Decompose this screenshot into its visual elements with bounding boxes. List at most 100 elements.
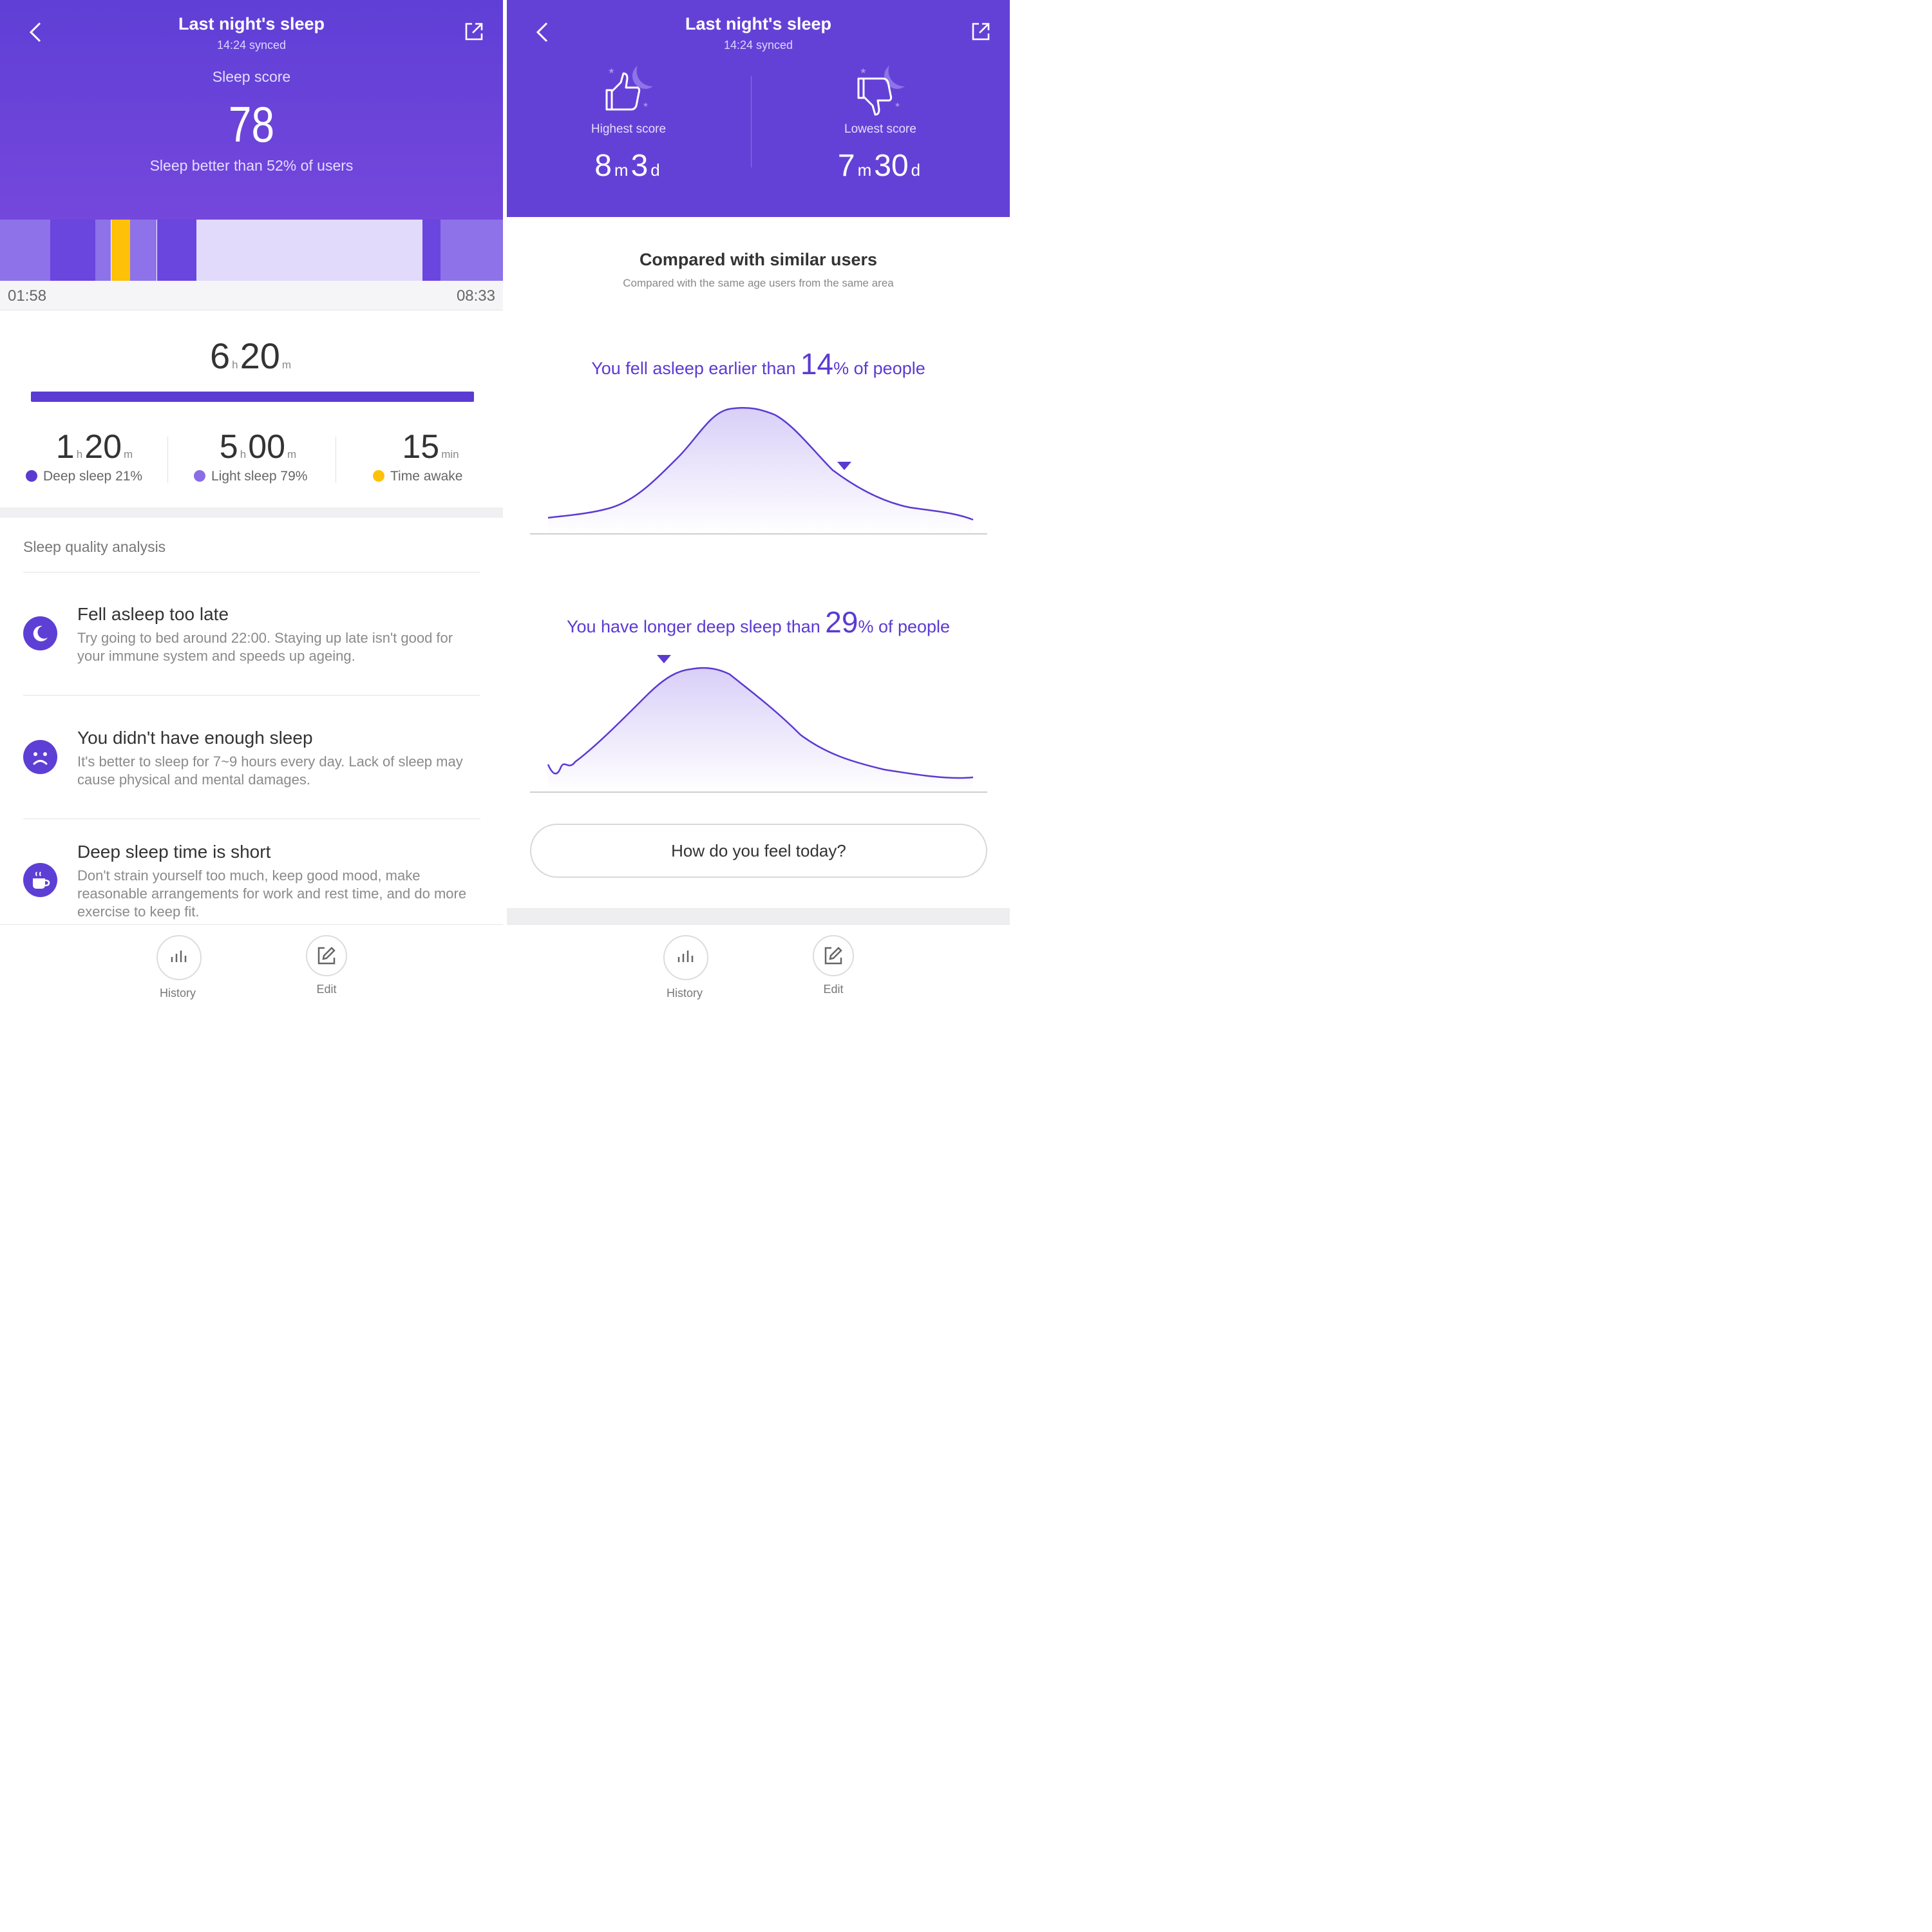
timeline-segment-light [95, 220, 111, 281]
timeline-time-row: 01:58 08:33 [0, 281, 503, 310]
light-sleep-stat: 5 h00 m [175, 428, 343, 466]
share-icon[interactable] [970, 21, 992, 43]
timeline-segment-light [130, 220, 156, 281]
highest-score-label: Highest score [591, 122, 667, 136]
distribution-curve [547, 406, 974, 521]
time-awake-dot [373, 470, 384, 482]
analysis-item-desc: Don't strain yourself too much, keep goo… [77, 867, 467, 920]
analysis-item-desc: Try going to bed around 22:00. Staying u… [77, 630, 453, 664]
timeline-segment-deep [157, 220, 197, 281]
distribution-area [548, 408, 973, 534]
header-divider [751, 76, 752, 167]
sleep-score-header: Last night's sleep 14:24 synced Sleep sc… [0, 0, 503, 220]
sync-status: 14:24 synced [216, 39, 287, 52]
total-sleep-bar [31, 392, 474, 402]
light-sleep-dot [194, 470, 205, 482]
light-sleep-label-text: Light sleep 79% [211, 469, 308, 484]
light-sleep-minutes: 00 [248, 428, 286, 466]
comparison-title: Compared with similar users [639, 250, 878, 269]
edit-button[interactable] [306, 935, 347, 976]
back-arrow-icon[interactable] [26, 19, 46, 45]
bar-chart-icon [171, 951, 187, 962]
comparison-subtitle: Compared with the same age users from th… [623, 277, 894, 289]
deep-sleep-caption-prefix: You have longer deep sleep than [566, 617, 826, 636]
time-awake-label-text: Time awake [390, 469, 463, 484]
deep-sleep-label: Deep sleep 21% [26, 469, 142, 484]
time-awake-stat: 15 min [348, 428, 503, 466]
history-label[interactable]: History [666, 987, 703, 999]
back-arrow-icon[interactable] [533, 19, 553, 45]
timeline-segment-light [440, 220, 503, 281]
panel-gap [503, 0, 507, 1010]
highest-score-month: 8 [594, 149, 612, 183]
time-awake-unit: min [441, 448, 459, 460]
sleep-start-time: 01:58 [8, 287, 47, 305]
lowest-score-label: Lowest score [844, 122, 916, 136]
svg-text:★: ★ [643, 102, 649, 109]
lowest-score-month-unit: m [857, 160, 872, 180]
bedtime-caption-suffix: % of people [833, 359, 925, 378]
time-awake-value: 15 [402, 428, 440, 466]
share-icon[interactable] [463, 21, 485, 43]
stat-divider [167, 437, 168, 483]
edit-label[interactable]: Edit [316, 983, 337, 996]
lowest-score-date: 7 m30 d [755, 148, 1006, 184]
timeline-segment-very-light [196, 220, 422, 281]
bedtime-distribution-chart [530, 406, 987, 535]
timeline-segment-awake [111, 220, 131, 281]
deep-sleep-stat: 1 h20 m [12, 428, 179, 466]
deep-sleep-label-text: Deep sleep 21% [43, 469, 143, 484]
deep-sleep-hours-unit: h [76, 448, 83, 460]
total-minutes-unit: m [281, 359, 292, 371]
deep-sleep-percentile: 29 [825, 605, 858, 639]
bedtime-caption-prefix: You fell asleep earlier than [591, 359, 800, 378]
total-sleep-duration: 6 h20 m [0, 335, 503, 377]
bottom-action-bar: History Edit [507, 924, 1010, 1010]
history-label[interactable]: History [159, 987, 196, 999]
distribution-area [548, 668, 973, 792]
lowest-score-month: 7 [837, 149, 855, 183]
highest-score-month-unit: m [614, 160, 629, 180]
timeline-segment-deep [422, 220, 440, 281]
sleep-comparison-panel: Last night's sleep 14:24 synced ★ ★ High… [507, 0, 1010, 1010]
sleep-end-time: 08:33 [456, 287, 495, 305]
history-button[interactable] [156, 935, 202, 980]
score-records-header: Last night's sleep 14:24 synced ★ ★ High… [507, 0, 1010, 217]
bedtime-percentile: 14 [800, 347, 834, 381]
thumbs-up-moon-icon: ★ ★ [605, 66, 653, 111]
total-minutes: 20 [240, 336, 280, 376]
divider [23, 572, 480, 573]
coffee-cup-icon [23, 863, 57, 897]
section-divider [0, 507, 503, 518]
analysis-section-title: Sleep quality analysis [23, 538, 166, 555]
deep-sleep-caption-suffix: % of people [858, 617, 951, 636]
analysis-item-title: You didn't have enough sleep [77, 728, 313, 748]
sleep-score-value: 78 [228, 96, 275, 153]
how-do-you-feel-button[interactable]: How do you feel today? [530, 824, 987, 878]
svg-text:★: ★ [895, 102, 900, 109]
lowest-score-day: 30 [874, 149, 909, 183]
highest-score-date: 8 m3 d [507, 148, 754, 184]
svg-text:★: ★ [860, 66, 867, 75]
analysis-item-title: Fell asleep too late [77, 604, 229, 624]
timeline-segment-light [0, 220, 50, 281]
history-button[interactable] [663, 935, 708, 980]
lowest-score-day-unit: d [911, 160, 921, 180]
sad-face-icon [23, 740, 57, 774]
sleep-score-label: Sleep score [212, 68, 291, 85]
highest-score-day: 3 [630, 149, 649, 183]
thumbs-down-moon-icon: ★ ★ [857, 66, 905, 116]
moon-icon [23, 616, 57, 650]
bedtime-comparison-caption: You fell asleep earlier than 14% of peop… [507, 346, 1010, 381]
deep-sleep-distribution-chart [530, 655, 987, 793]
edit-label[interactable]: Edit [823, 983, 844, 996]
section-divider [507, 908, 1010, 924]
time-awake-label: Time awake [373, 469, 462, 484]
user-position-marker [837, 462, 851, 470]
total-hours-unit: h [232, 359, 238, 371]
bar-chart-icon [677, 951, 694, 962]
analysis-item-title: Deep sleep time is short [77, 842, 271, 862]
edit-button[interactable] [813, 935, 854, 976]
timeline-segment-deep [50, 220, 95, 281]
svg-text:★: ★ [608, 66, 615, 75]
